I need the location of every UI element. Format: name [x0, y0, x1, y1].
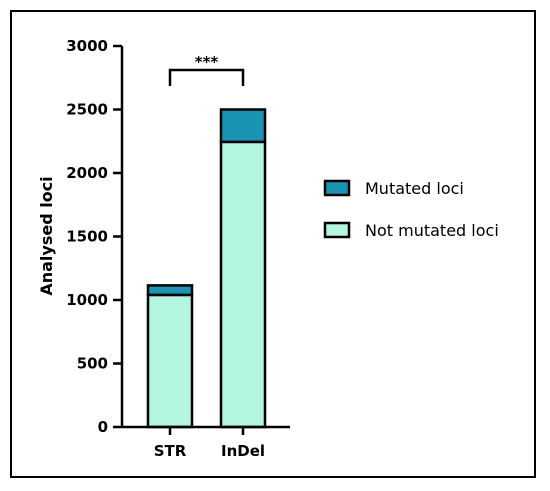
- y-tick-label: 0: [98, 418, 108, 436]
- legend-label-not-mutated-loci: Not mutated loci: [365, 221, 499, 240]
- y-tick-label: 1500: [66, 228, 108, 246]
- legend: Mutated loci Not mutated loci: [323, 179, 499, 240]
- y-tick-label: 1000: [66, 291, 108, 309]
- bar-indel-mutated-loci: [219, 108, 267, 144]
- bar-str-not-mutated-loci: [146, 293, 194, 429]
- bars: [146, 108, 267, 429]
- figure-frame: [10, 10, 536, 478]
- significance-label: ***: [195, 53, 219, 71]
- x-axis: STR InDel: [122, 425, 290, 460]
- x-tick-label-str: STR: [154, 442, 187, 460]
- legend-label-mutated-loci: Mutated loci: [365, 179, 464, 198]
- y-tick-label: 2000: [66, 164, 108, 182]
- y-tick-label: 3000: [66, 37, 108, 55]
- significance-bracket: ***: [168, 53, 245, 86]
- y-tick-label: 2500: [66, 101, 108, 119]
- bar-str-mutated-loci: [146, 284, 194, 297]
- legend-swatch-mutated-loci: [323, 179, 351, 197]
- bar-indel-not-mutated-loci: [219, 140, 267, 429]
- legend-swatch-not-mutated-loci: [323, 221, 351, 239]
- y-tick-label: 500: [77, 355, 108, 373]
- x-tick-label-indel: InDel: [221, 442, 265, 460]
- y-axis: 0 500 1000 1500 2000 2500 3000: [66, 37, 124, 436]
- y-axis-title: Analysed loci: [37, 176, 56, 295]
- bracket-line: [168, 68, 245, 86]
